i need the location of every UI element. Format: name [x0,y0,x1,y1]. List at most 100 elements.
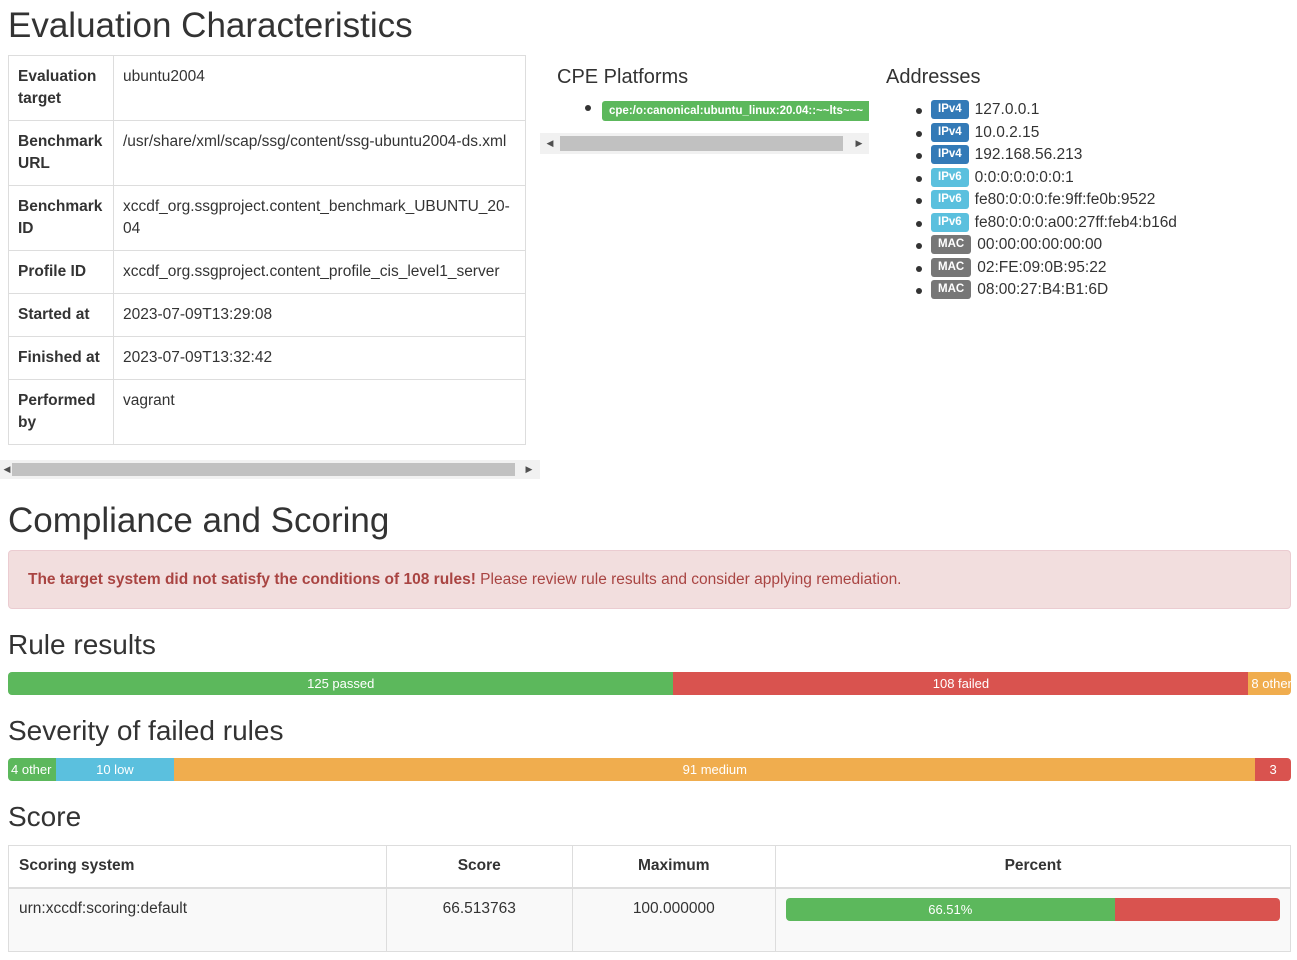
severity-high-segment[interactable]: 3 [1255,758,1291,781]
ipv4-badge: IPv4 [931,145,969,165]
rule-results-title: Rule results [8,629,156,660]
bullet-icon [916,108,922,114]
table-row: Finished at 2023-07-09T13:32:42 [8,336,526,380]
table-row: Performed by vagrant [8,379,526,445]
header-score: Score [386,845,573,889]
table-row: Started at 2023-07-09T13:29:08 [8,293,526,337]
addresses-list: IPv4 127.0.0.1 IPv4 10.0.2.15 IPv4 192.168.… [912,99,1177,302]
score-title: Score [8,801,82,832]
row-value: xccdf_org.ssgproject.content_benchmark_U… [113,185,526,251]
row-value: /usr/share/xml/scap/ssg/content/ssg-ubun… [113,120,526,186]
bullet-icon [916,220,922,227]
compliance-alert: The target system did not satisfy the co… [8,550,1291,609]
characteristics-table: Evaluation target ubuntu2004 Benchmark U… [8,55,526,445]
cpe-horizontal-scrollbar[interactable]: ◀ ▶ [540,133,869,154]
bullet-icon [916,130,922,137]
alert-strong-text: The target system did not satisfy the co… [28,571,476,588]
ipv6-badge: IPv6 [931,212,969,232]
address-value: 0:0:0:0:0:0:0:1 [974,168,1074,186]
list-item: MAC 00:00:00:00:00:00 [912,234,1177,257]
table-row: Evaluation target ubuntu2004 [8,55,526,121]
severity-other-segment[interactable]: 4 other [8,758,56,781]
bullet-icon [916,198,922,204]
addresses-title: Addresses [886,66,981,88]
severity-low-segment[interactable]: 10 low [55,758,175,781]
rule-other-segment[interactable]: 8 other [1248,672,1291,695]
bullet-icon [916,153,922,159]
row-key: Performed by [8,379,114,445]
mac-badge: MAC [931,257,972,277]
evaluation-title: Evaluation Characteristics [8,6,413,45]
address-value: 127.0.0.1 [974,101,1040,118]
row-value: 2023-07-09T13:32:42 [113,336,526,380]
row-value: ubuntu2004 [113,55,526,121]
scrollbar-thumb[interactable] [560,136,843,151]
row-key: Benchmark ID [8,185,114,251]
mac-badge: MAC [931,280,972,300]
mac-badge: MAC [931,235,972,255]
bullet-icon [916,265,922,272]
list-item: IPv6 fe80:0:0:0:fe:9ff:fe0b:9522 [912,189,1177,212]
list-item: IPv6 fe80:0:0:0:a00:27ff:feb4:b16d [912,212,1177,235]
address-value: 192.168.56.213 [974,146,1083,163]
severity-medium-segment[interactable]: 91 medium [174,758,1256,781]
address-value: fe80:0:0:0:a00:27ff:feb4:b16d [974,213,1177,231]
bullet-icon [916,243,922,249]
bullet-icon [916,288,922,294]
rule-results-bar: 125 passed 108 failed 8 other [8,672,1291,695]
severity-title: Severity of failed rules [8,715,284,746]
list-item: IPv4 10.0.2.15 [912,122,1177,145]
severity-bar: 4 other 10 low 91 medium 3 [8,758,1291,781]
scroll-right-icon[interactable]: ▶ [855,138,863,148]
row-value: vagrant [113,379,526,445]
cpe-title: CPE Platforms [557,66,689,88]
header-percent: Percent [775,845,1291,889]
table-row: Benchmark ID xccdf_org.ssgproject.conten… [8,185,526,251]
rule-passed-segment[interactable]: 125 passed [8,672,674,695]
row-value: 2023-07-09T13:29:08 [113,293,526,337]
address-value: fe80:0:0:0:fe:9ff:fe0b:9522 [974,191,1156,208]
alert-text: Please review rule results and consider … [475,571,902,588]
scroll-right-icon[interactable]: ▶ [525,464,533,474]
score-percent-fill: 66.51% [786,897,1115,921]
rule-failed-segment[interactable]: 108 failed [673,672,1249,695]
bullet-icon [916,175,922,182]
row-value: xccdf_org.ssgproject.content_profile_cis… [113,250,526,294]
table-row: urn:xccdf:scoring:default 66.513763 100.… [8,887,1291,952]
list-item: MAC 08:00:27:B4:B1:6D [912,279,1177,302]
list-item: IPv6 0:0:0:0:0:0:0:1 [912,167,1177,190]
list-item: MAC 02:FE:09:0B:95:22 [912,257,1177,280]
table-row: Profile ID xccdf_org.ssgproject.content_… [8,250,526,294]
list-item: IPv4 127.0.0.1 [912,99,1177,122]
score-cell: 66.513763 [386,887,573,952]
ipv4-badge: IPv4 [931,100,969,120]
table-horizontal-scrollbar[interactable]: ◀ ▶ [0,460,540,479]
score-table: Scoring system Score Maximum Percent urn… [8,845,1291,952]
compliance-title: Compliance and Scoring [8,501,390,540]
row-key: Benchmark URL [8,120,114,186]
ipv4-badge: IPv4 [931,122,969,142]
percent-cell: 66.51% [775,887,1291,952]
row-key: Evaluation target [8,55,114,121]
address-value: 00:00:00:00:00:00 [977,236,1103,253]
scoring-system-cell: urn:xccdf:scoring:default [8,887,387,952]
address-value: 08:00:27:B4:B1:6D [977,281,1109,298]
address-value: 10.0.2.15 [974,123,1040,141]
table-row: Benchmark URL /usr/share/xml/scap/ssg/co… [8,120,526,186]
list-item: IPv4 192.168.56.213 [912,144,1177,167]
maximum-cell: 100.000000 [571,887,777,952]
row-key: Started at [8,293,114,337]
score-percent-remainder [1114,897,1280,921]
ipv6-badge: IPv6 [931,167,969,187]
header-maximum: Maximum [571,845,777,889]
scrollbar-thumb[interactable] [12,463,515,476]
scroll-left-icon[interactable]: ◀ [546,138,554,148]
row-key: Finished at [8,336,114,380]
ipv6-badge: IPv6 [931,190,969,210]
address-value: 02:FE:09:0B:95:22 [977,258,1107,276]
table-header-row: Scoring system Score Maximum Percent [8,845,1291,889]
scroll-left-icon[interactable]: ◀ [3,464,11,474]
row-key: Profile ID [8,250,114,294]
header-scoring-system: Scoring system [8,845,387,889]
bullet-icon [585,105,591,111]
